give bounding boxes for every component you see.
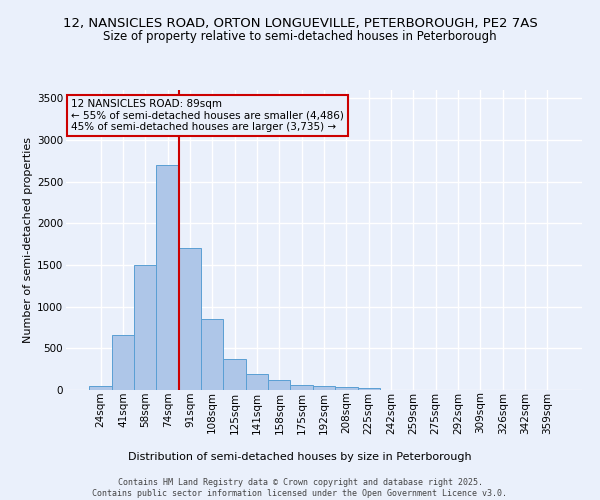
Text: Contains HM Land Registry data © Crown copyright and database right 2025.
Contai: Contains HM Land Registry data © Crown c… — [92, 478, 508, 498]
Text: 12 NANSICLES ROAD: 89sqm
← 55% of semi-detached houses are smaller (4,486)
45% o: 12 NANSICLES ROAD: 89sqm ← 55% of semi-d… — [71, 99, 344, 132]
Bar — [313, 386, 335, 390]
Bar — [157, 165, 179, 390]
Bar — [201, 319, 223, 390]
Text: Size of property relative to semi-detached houses in Peterborough: Size of property relative to semi-detach… — [103, 30, 497, 43]
Text: Distribution of semi-detached houses by size in Peterborough: Distribution of semi-detached houses by … — [128, 452, 472, 462]
Bar — [246, 374, 268, 390]
Bar — [290, 384, 313, 390]
Bar — [223, 359, 246, 390]
Y-axis label: Number of semi-detached properties: Number of semi-detached properties — [23, 137, 33, 343]
Bar — [134, 265, 157, 390]
Bar — [179, 248, 201, 390]
Text: 12, NANSICLES ROAD, ORTON LONGUEVILLE, PETERBOROUGH, PE2 7AS: 12, NANSICLES ROAD, ORTON LONGUEVILLE, P… — [62, 18, 538, 30]
Bar — [112, 335, 134, 390]
Bar — [358, 388, 380, 390]
Bar — [268, 380, 290, 390]
Bar — [89, 386, 112, 390]
Bar — [335, 387, 358, 390]
